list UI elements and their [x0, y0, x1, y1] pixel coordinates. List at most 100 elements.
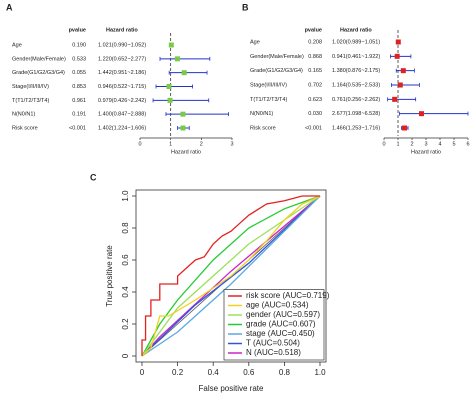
hr-header: Hazard ratio: [106, 27, 138, 33]
legend-label: risk score (AUC=0.719): [246, 291, 330, 300]
pvalue: 0.533: [72, 56, 86, 62]
row-label: Grade(G1/G2/G3/G4): [250, 68, 303, 74]
legend-label: grade (AUC=0.607): [246, 320, 316, 329]
hr-point: [392, 96, 398, 102]
x-tick-label: 2: [200, 141, 203, 147]
hr-point: [180, 125, 186, 131]
pvalue: <0.001: [69, 125, 86, 131]
y-tick-label: 0.2: [121, 318, 130, 330]
hr-point: [418, 111, 424, 117]
row-label: Age: [12, 42, 22, 48]
value-label: 1.220(0.652~2.277): [98, 56, 146, 62]
legend-label: T (AUC=0.504): [246, 339, 300, 348]
x-tick-label: 0: [138, 141, 141, 147]
x-tick-label: 0.6: [243, 368, 255, 377]
pvalue: 0.190: [72, 42, 86, 48]
pvalue: 0.208: [308, 39, 322, 45]
roc-curve: [141, 195, 321, 357]
roc-curve: [141, 195, 320, 356]
x-axis-label: False positive rate: [199, 384, 264, 393]
hr-point: [397, 82, 403, 88]
pvalue: 0.961: [72, 98, 86, 104]
value-label: 1.020(0.989~1.051): [332, 39, 380, 45]
value-label: 1.380(0.876~2.175): [332, 68, 380, 74]
x-tick-label: 0: [140, 368, 145, 377]
roc-curve: [141, 195, 321, 357]
value-label: 1.164(0.535~2.533): [332, 82, 380, 88]
row-label: Stage(I/II/III/IV): [250, 82, 287, 88]
pvalue: 0.702: [308, 82, 322, 88]
row-label: Gender(Male/Female): [12, 56, 66, 62]
row-label: Stage(I/II/III/IV): [12, 84, 49, 90]
hr-point: [402, 125, 408, 131]
row-label: N(N0/N1): [12, 112, 35, 118]
pvalue-header: pvalue: [69, 27, 86, 33]
hr-point: [174, 56, 180, 62]
x-tick-label: 1.0: [314, 368, 326, 377]
panel-label: C: [90, 172, 97, 182]
x-tick-label: 3: [424, 141, 427, 147]
x-tick-label: 6: [466, 141, 469, 147]
hr-point: [400, 68, 406, 74]
x-axis-label: Hazard ratio: [171, 149, 201, 155]
x-tick-label: 3: [230, 141, 233, 147]
value-label: 0.761(0.256~2.262): [332, 97, 380, 103]
x-tick-label: 2: [410, 141, 413, 147]
hr-point: [168, 42, 174, 48]
pvalue: 0.165: [308, 68, 322, 74]
x-tick-label: 0.8: [279, 368, 291, 377]
x-tick-label: 1: [396, 141, 399, 147]
x-tick-label: 0.4: [208, 368, 220, 377]
value-label: 0.941(0.461~1.922): [332, 54, 380, 60]
hr-point: [180, 111, 186, 117]
x-tick-label: 0.2: [172, 368, 184, 377]
y-tick-label: 0.4: [121, 286, 130, 298]
row-label: Risk score: [12, 125, 38, 131]
pvalue: 0.623: [308, 97, 322, 103]
panel-label: B: [242, 2, 249, 12]
row-label: Age: [250, 39, 260, 45]
x-axis-label: Hazard ratio: [411, 149, 441, 155]
row-label: Risk score: [250, 125, 276, 131]
hr-header: Hazard ratio: [340, 27, 372, 33]
hr-point: [394, 53, 400, 59]
plot-frame: [135, 189, 327, 363]
y-axis-label: True positive rate: [105, 245, 114, 307]
hr-point: [166, 84, 172, 89]
y-tick-label: 0.6: [121, 254, 130, 266]
value-label: 1.402(1.224~1.606): [98, 125, 146, 131]
x-tick-label: 5: [452, 141, 455, 147]
legend-label: stage (AUC=0.450): [246, 329, 315, 338]
x-tick-label: 4: [438, 141, 441, 147]
pvalue: 0.868: [308, 54, 322, 60]
roc-curve: [141, 195, 321, 357]
panel-label: A: [6, 2, 13, 12]
value-label: 0.946(0.522~1.715): [98, 84, 146, 90]
x-tick-label: 0: [382, 141, 385, 147]
value-label: 2.677(1.098~6.528): [332, 111, 380, 117]
row-label: T(T1/T2/T3/T4): [250, 97, 287, 103]
value-label: 1.442(0.951~2.186): [98, 70, 146, 76]
roc-curve: [141, 195, 321, 357]
roc-curve: [141, 195, 321, 357]
pvalue: 0.191: [72, 112, 86, 118]
value-label: 0.979(0.426~2.242): [98, 98, 146, 104]
pvalue: 0.030: [308, 111, 322, 117]
hr-point: [395, 39, 401, 45]
pvalue-header: pvalue: [305, 27, 322, 33]
y-tick-label: 0.8: [121, 222, 130, 234]
x-tick-label: 1: [169, 141, 172, 147]
legend-label: N (AUC=0.518): [246, 348, 301, 357]
row-label: Gender(Male/Female): [250, 54, 304, 60]
pvalue: <0.001: [305, 125, 322, 131]
hr-point: [167, 97, 173, 103]
value-label: 1.466(1.253~1.716): [332, 125, 380, 131]
y-tick-label: 0: [121, 353, 130, 358]
y-tick-label: 1.0: [121, 190, 130, 202]
pvalue: 0.055: [72, 70, 86, 76]
hr-point: [181, 70, 187, 76]
pvalue: 0.853: [72, 84, 86, 90]
legend-label: age (AUC=0.534): [246, 301, 309, 310]
